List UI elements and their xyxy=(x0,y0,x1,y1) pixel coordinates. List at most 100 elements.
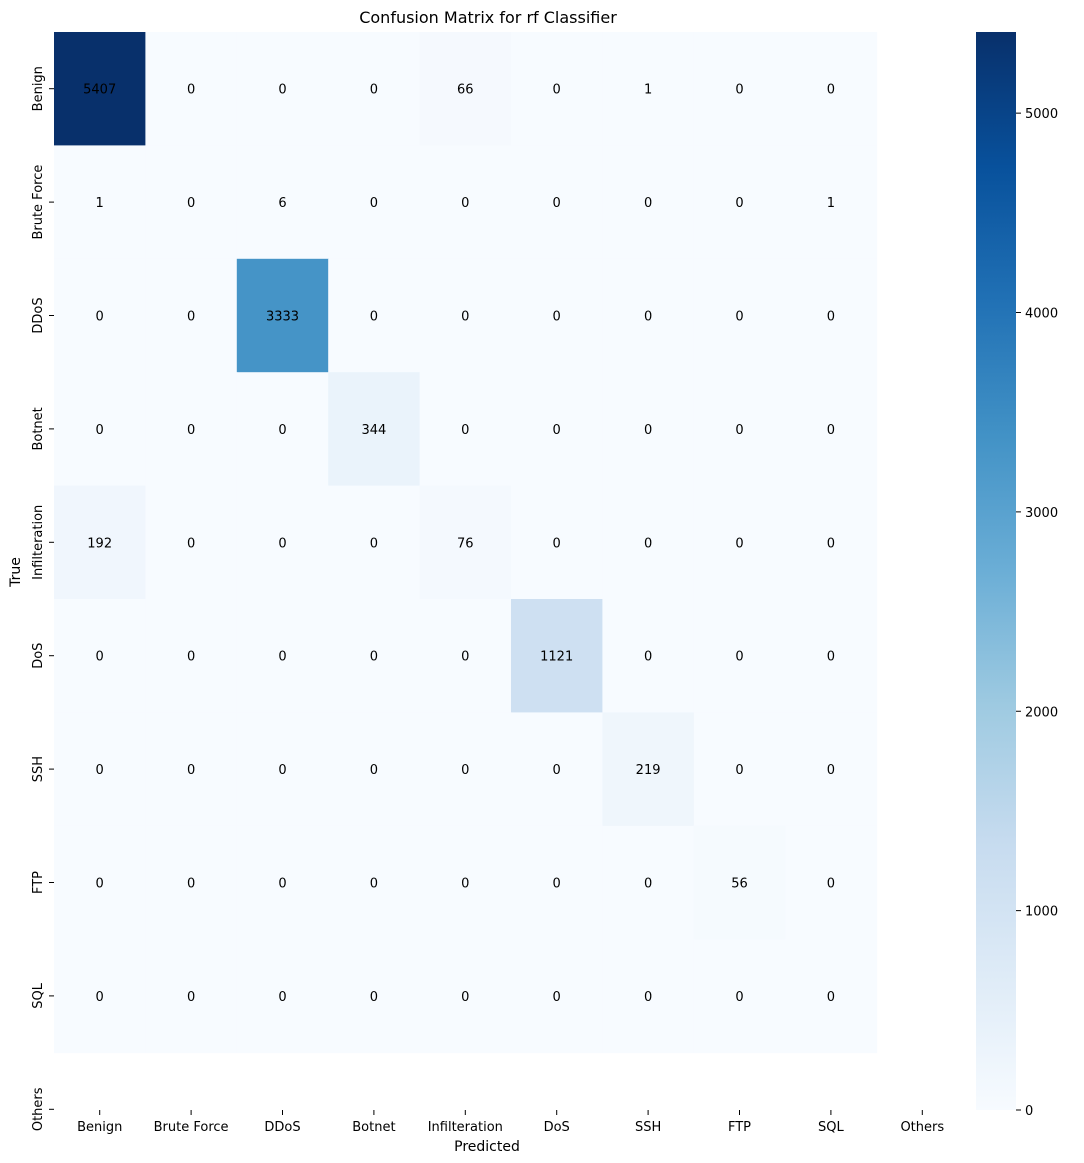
cell-value-label: 0 xyxy=(96,877,104,892)
heatmap-cell xyxy=(419,372,512,487)
cell-value-label: 0 xyxy=(735,83,743,98)
heatmap-cell xyxy=(419,258,512,373)
heatmap-cell xyxy=(785,485,878,600)
heatmap-cell xyxy=(602,32,695,146)
cell-value-label: 0 xyxy=(187,196,195,211)
cell-value-label: 0 xyxy=(553,423,561,438)
colorbar xyxy=(976,32,1016,1110)
heatmap-cell xyxy=(145,372,238,487)
heatmap-cell xyxy=(236,712,329,827)
x-tick-label: DDoS xyxy=(264,1120,300,1135)
cell-value-label: 66 xyxy=(457,83,474,98)
y-tick-label: Brute Force xyxy=(31,165,46,240)
cell-value-label: 1121 xyxy=(540,650,573,665)
colorbar-tick-label: 0 xyxy=(1025,1104,1033,1119)
heatmap-cell xyxy=(785,32,878,146)
cell-value-label: 0 xyxy=(370,990,378,1005)
cell-value-label: 0 xyxy=(735,196,743,211)
heatmap-cell xyxy=(602,939,695,1054)
heatmap-cell xyxy=(785,825,878,940)
heatmap-cell xyxy=(236,485,329,600)
cell-value-label: 0 xyxy=(187,310,195,325)
cell-value-label: 0 xyxy=(644,990,652,1005)
y-tick-label: DDoS xyxy=(31,297,46,333)
heatmap-cell xyxy=(145,939,238,1054)
heatmap-cell xyxy=(145,599,238,713)
y-tick-label: Infilteration xyxy=(31,505,46,580)
cell-value-label: 0 xyxy=(553,196,561,211)
heatmap-cell xyxy=(54,145,146,260)
x-tick-label: SSH xyxy=(635,1120,661,1135)
heatmap-cell xyxy=(693,258,786,373)
cell-value-label: 0 xyxy=(461,196,469,211)
heatmap-cell xyxy=(511,145,603,260)
heatmap-cell xyxy=(328,258,421,373)
cell-value-label: 0 xyxy=(278,423,286,438)
cell-value-label: 0 xyxy=(553,877,561,892)
cell-value-label: 6 xyxy=(278,196,286,211)
heatmap-cell xyxy=(602,712,695,827)
colorbar-tick-label: 4000 xyxy=(1025,307,1058,322)
heatmap-cell xyxy=(419,485,512,600)
heatmap-cell xyxy=(328,372,421,487)
cell-value-label: 0 xyxy=(370,763,378,778)
cell-value-label: 0 xyxy=(827,763,835,778)
heatmap-cell xyxy=(511,599,603,713)
x-tick-label: FTP xyxy=(728,1120,751,1135)
cell-value-label: 0 xyxy=(461,763,469,778)
chart-title: Confusion Matrix for rf Classifier xyxy=(359,8,617,27)
cell-value-label: 0 xyxy=(735,650,743,665)
heatmap-cell xyxy=(693,712,786,827)
heatmap-cell xyxy=(145,145,238,260)
colorbar-tick-label: 2000 xyxy=(1025,705,1058,720)
cell-value-label: 0 xyxy=(644,196,652,211)
heatmap-cells: 5407 0 0 0 66 0 1 0 0 1 0 6 0 0 0 0 0 1 0 0 3333 0 0 0 0 0 0 0 0 0 344… xyxy=(54,32,878,1054)
cell-value-label: 0 xyxy=(735,310,743,325)
heatmap-cell xyxy=(54,599,146,713)
cell-value-label: 219 xyxy=(636,763,661,778)
colorbar-tick-label: 1000 xyxy=(1025,905,1058,920)
heatmap-cell xyxy=(602,258,695,373)
heatmap-cell xyxy=(145,825,238,940)
cell-value-label: 0 xyxy=(644,536,652,551)
heatmap-cell xyxy=(145,485,238,600)
x-tick-label: Benign xyxy=(77,1120,122,1135)
heatmap-cell xyxy=(328,485,421,600)
cell-value-label: 0 xyxy=(278,763,286,778)
heatmap-cell xyxy=(328,939,421,1054)
heatmap-cell xyxy=(145,712,238,827)
cell-value-label: 0 xyxy=(553,536,561,551)
heatmap-cell xyxy=(236,258,329,373)
cell-value-label: 192 xyxy=(87,536,112,551)
heatmap-cell xyxy=(785,939,878,1054)
cell-value-label: 0 xyxy=(827,990,835,1005)
colorbar-tick-label: 3000 xyxy=(1025,506,1058,521)
heatmap-cell xyxy=(54,939,146,1054)
heatmap-cell xyxy=(693,599,786,713)
heatmap-cell xyxy=(54,258,146,373)
cell-value-label: 5407 xyxy=(83,83,116,98)
heatmap-cell xyxy=(145,258,238,373)
cell-value-label: 0 xyxy=(370,310,378,325)
cell-value-label: 0 xyxy=(827,650,835,665)
y-tick-label: Botnet xyxy=(31,407,46,450)
heatmap-cell xyxy=(419,145,512,260)
heatmap-cell xyxy=(328,712,421,827)
heatmap-cell xyxy=(511,32,603,146)
y-tick-label: Others xyxy=(31,1087,46,1131)
heatmap-cell xyxy=(419,712,512,827)
heatmap-cell xyxy=(54,485,146,600)
cell-value-label: 0 xyxy=(370,83,378,98)
heatmap-cell xyxy=(602,485,695,600)
cell-value-label: 0 xyxy=(644,877,652,892)
heatmap-cell xyxy=(419,939,512,1054)
x-axis-ticks: Benign Brute Force DDoS Botnet Infilteration… xyxy=(77,1110,944,1135)
cell-value-label: 0 xyxy=(370,196,378,211)
x-tick-label: Brute Force xyxy=(154,1120,229,1135)
cell-value-label: 0 xyxy=(827,83,835,98)
heatmap-cell xyxy=(511,258,603,373)
heatmap-cell xyxy=(693,939,786,1054)
x-tick-label: SQL xyxy=(818,1120,844,1135)
cell-value-label: 1 xyxy=(644,83,652,98)
